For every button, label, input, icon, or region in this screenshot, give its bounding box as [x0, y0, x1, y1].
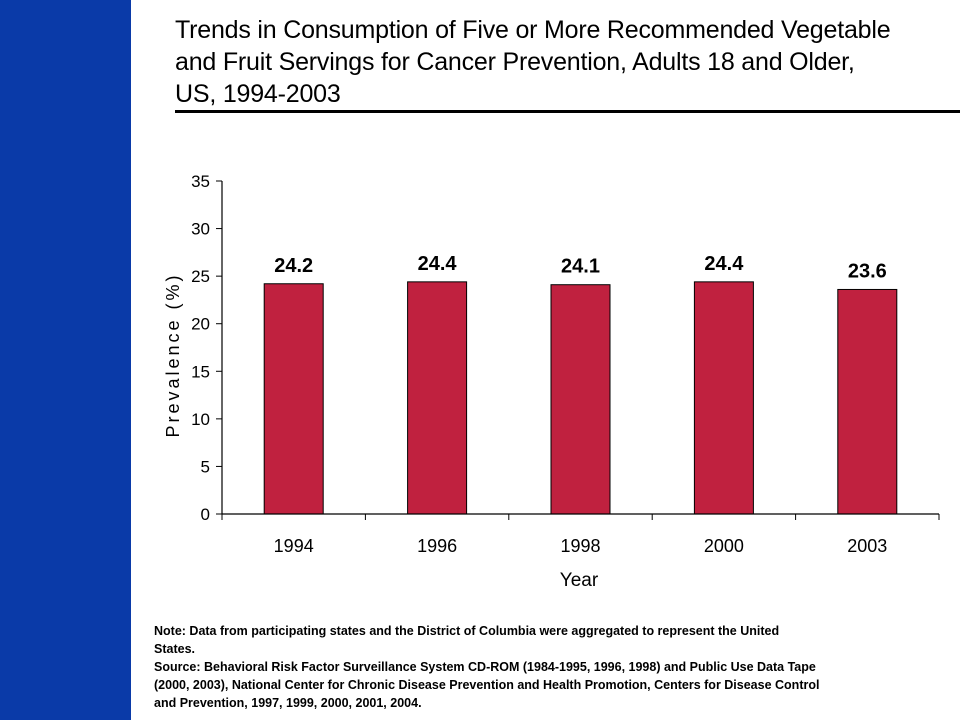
- data-label: 24.2: [274, 255, 313, 277]
- data-label: 24.4: [704, 253, 744, 275]
- x-tick-label: 1996: [417, 536, 457, 556]
- y-tick-label: 10: [191, 410, 210, 429]
- bar: [837, 288, 898, 515]
- y-tick-label: 0: [201, 505, 210, 524]
- data-label: 24.1: [561, 256, 600, 278]
- source-note: Note: Data from participating states and…: [154, 624, 820, 710]
- title-underline: [175, 110, 960, 113]
- x-tick-label: 1998: [560, 536, 600, 556]
- bar: [550, 284, 611, 515]
- y-tick-label: 5: [201, 457, 210, 476]
- data-label: 24.4: [418, 253, 458, 275]
- y-tick-label: 20: [191, 315, 210, 334]
- side-accent-bar: [0, 0, 131, 720]
- bar-chart: Prevalence (%) Year 24.2 1994 24.4 1996 24.1…: [163, 172, 940, 591]
- bar: [693, 281, 754, 515]
- y-tick-label: 35: [191, 172, 210, 191]
- y-tick-label: 25: [191, 267, 210, 286]
- y-tick-label: 30: [191, 220, 210, 239]
- y-tick-label: 15: [191, 362, 210, 381]
- bar: [407, 281, 468, 515]
- y-axis-label: Prevalence (%): [163, 272, 183, 437]
- bar: [263, 283, 324, 515]
- x-tick-label: 2000: [704, 536, 744, 556]
- x-tick-label: 1994: [274, 536, 314, 556]
- data-label: 23.6: [848, 260, 887, 282]
- slide-title: Trends in Consumption of Five or More Re…: [175, 16, 891, 108]
- x-axis-label: Year: [560, 570, 599, 591]
- x-tick-label: 2003: [847, 536, 887, 556]
